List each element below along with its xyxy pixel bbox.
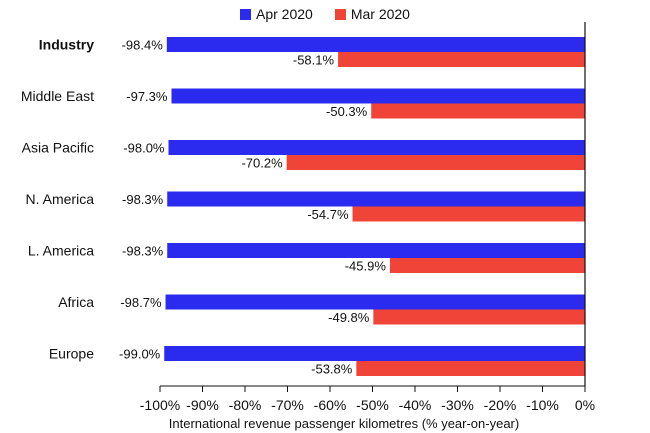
x-tick-label: 0% xyxy=(575,397,595,413)
bar-mar-2020-industry xyxy=(338,52,585,67)
bar-apr-2020-n-america xyxy=(167,191,585,207)
data-label-mar-2020-asia-pacific: -70.2% xyxy=(241,156,283,171)
x-tick-label: -100% xyxy=(140,397,180,413)
legend-item-apr-2020: Apr 2020 xyxy=(240,6,313,22)
legend-label-apr-2020: Apr 2020 xyxy=(256,6,313,22)
data-label-mar-2020-industry: -58.1% xyxy=(293,53,335,68)
legend-item-mar-2020: Mar 2020 xyxy=(334,6,410,22)
bar-mar-2020-asia-pacific xyxy=(286,155,585,170)
bar-apr-2020-l-america xyxy=(167,243,585,258)
legend-label-mar-2020: Mar 2020 xyxy=(350,6,410,22)
bar-apr-2020-europe xyxy=(164,346,585,361)
bar-apr-2020-asia-pacific xyxy=(168,140,585,155)
legend-swatch-mar-2020 xyxy=(334,8,346,20)
x-tick-label: -60% xyxy=(314,397,347,413)
data-label-apr-2020-asia-pacific: -98.0% xyxy=(123,141,165,156)
x-tick-label: -90% xyxy=(186,397,219,413)
x-tick-label: -70% xyxy=(271,397,304,413)
data-label-mar-2020-n-america: -54.7% xyxy=(307,207,349,222)
data-label-apr-2020-africa: -98.7% xyxy=(120,295,162,310)
legend-swatch-apr-2020 xyxy=(240,8,251,20)
bar-apr-2020-industry xyxy=(166,37,586,52)
data-label-mar-2020-l-america: -45.9% xyxy=(345,259,387,274)
bar-apr-2020-africa xyxy=(165,294,585,310)
x-tick-label: -20% xyxy=(484,397,517,413)
bar-mar-2020-europe xyxy=(356,361,585,376)
bar-mar-2020-l-america xyxy=(389,258,585,273)
bar-mar-2020-middle-east xyxy=(371,103,585,119)
x-tick-label: -80% xyxy=(229,397,262,413)
data-label-apr-2020-industry: -98.4% xyxy=(122,38,164,53)
x-tick-label: -50% xyxy=(356,397,389,413)
category-label-africa: Africa xyxy=(58,294,94,310)
category-label-industry: Industry xyxy=(39,37,94,53)
x-tick-label: -10% xyxy=(526,397,559,413)
data-label-apr-2020-n-america: -98.3% xyxy=(122,192,164,207)
x-tick-label: -30% xyxy=(441,397,474,413)
data-label-apr-2020-l-america: -98.3% xyxy=(122,244,164,259)
data-label-apr-2020-middle-east: -97.3% xyxy=(126,89,168,104)
category-label-europe: Europe xyxy=(49,346,94,362)
bar-mar-2020-africa xyxy=(373,309,585,325)
category-label-n-america: N. America xyxy=(26,191,95,207)
category-label-asia-pacific: Asia Pacific xyxy=(22,140,94,156)
x-axis-title: International revenue passenger kilometr… xyxy=(168,416,520,431)
category-label-l-america: L. America xyxy=(28,243,94,259)
category-label-middle-east: Middle East xyxy=(21,88,94,104)
chart-legend: Apr 2020 Mar 2020 xyxy=(0,6,650,22)
data-label-mar-2020-africa: -49.8% xyxy=(328,310,370,325)
data-label-apr-2020-europe: -99.0% xyxy=(119,347,161,362)
data-label-mar-2020-europe: -53.8% xyxy=(311,362,353,377)
bar-mar-2020-n-america xyxy=(352,206,585,222)
x-tick-label: -40% xyxy=(399,397,432,413)
data-label-mar-2020-middle-east: -50.3% xyxy=(326,104,368,119)
bar-apr-2020-middle-east xyxy=(171,88,585,104)
